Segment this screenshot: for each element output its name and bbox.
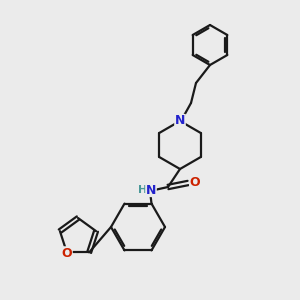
Text: O: O	[190, 176, 200, 188]
Text: O: O	[61, 247, 72, 260]
Text: H: H	[138, 185, 148, 195]
Text: N: N	[175, 115, 185, 128]
Text: N: N	[146, 184, 156, 196]
